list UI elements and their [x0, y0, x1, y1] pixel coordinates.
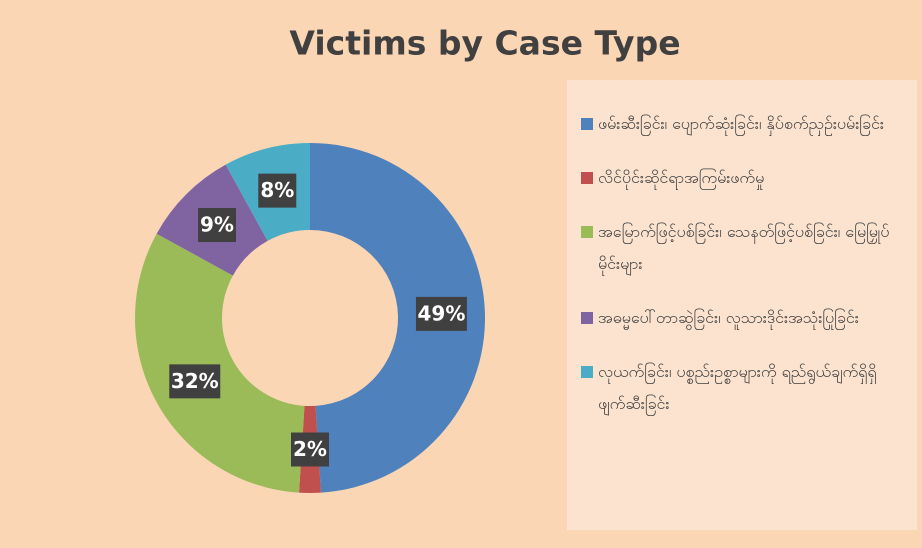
legend-item: ဖမ်းဆီးခြင်း၊ ပျောက်ဆုံးခြင်း၊ နှိပ်စက်ည…	[581, 108, 903, 140]
legend-swatch	[581, 118, 593, 130]
legend-swatch	[581, 226, 593, 238]
legend-item: လုယက်ခြင်း၊ ပစ္စည်းဥစ္စာများကို ရည်ရွယ်ခ…	[581, 356, 903, 420]
legend-swatch	[581, 366, 593, 378]
data-label-box	[198, 208, 237, 243]
legend-label: လုယက်ခြင်း၊ ပစ္စည်းဥစ္စာများကို ရည်ရွယ်ခ…	[598, 362, 877, 413]
legend-swatch	[581, 312, 593, 324]
data-label: 2%	[293, 437, 327, 461]
data-label-box	[258, 173, 297, 208]
data-label-box	[291, 432, 329, 467]
legend-label: အမြောက်ဖြင့်ပစ်ခြင်း၊ သေနတ်ဖြင့်ပစ်ခြင်း…	[598, 222, 890, 273]
chart-title: Victims by Case Type	[289, 24, 680, 63]
legend: ဖမ်းဆီးခြင်း၊ ပျောက်ဆုံးခြင်း၊ နှိပ်စက်ည…	[567, 80, 917, 530]
legend-label: အဓမ္မပေါ်တာဆွဲခြင်း၊ လူသားဒိုင်းအသုံးပြု…	[598, 308, 859, 327]
data-label-box	[169, 364, 221, 399]
legend-label: လိင်ပိုင်းဆိုင်ရာအကြမ်းဖက်မှု	[598, 168, 765, 187]
data-label: 9%	[200, 213, 234, 237]
slice	[310, 143, 485, 493]
data-label-box	[415, 296, 467, 331]
data-label: 32%	[171, 369, 219, 393]
data-label: 8%	[260, 178, 294, 202]
legend-item: လိင်ပိုင်းဆိုင်ရာအကြမ်းဖက်မှု	[581, 162, 903, 194]
legend-item: အမြောက်ဖြင့်ပစ်ခြင်း၊ သေနတ်ဖြင့်ပစ်ခြင်း…	[581, 216, 903, 280]
data-label: 49%	[417, 301, 465, 325]
slice	[134, 233, 305, 493]
legend-item: အဓမ္မပေါ်တာဆွဲခြင်း၊ လူသားဒိုင်းအသုံးပြု…	[581, 302, 903, 334]
legend-label: ဖမ်းဆီးခြင်း၊ ပျောက်ဆုံးခြင်း၊ နှိပ်စက်ည…	[598, 114, 884, 133]
legend-swatch	[581, 172, 593, 184]
